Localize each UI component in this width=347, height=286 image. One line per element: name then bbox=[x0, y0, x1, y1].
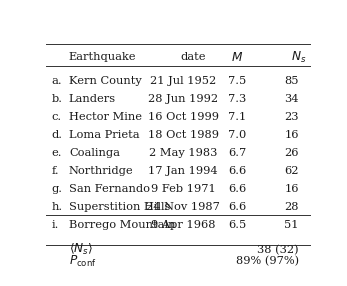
Text: 6.5: 6.5 bbox=[228, 220, 246, 230]
Text: f.: f. bbox=[51, 166, 59, 176]
Text: 6.6: 6.6 bbox=[228, 166, 246, 176]
Text: e.: e. bbox=[51, 148, 62, 158]
Text: Superstition Hills: Superstition Hills bbox=[69, 202, 170, 212]
Text: 6.6: 6.6 bbox=[228, 184, 246, 194]
Text: 34: 34 bbox=[284, 94, 299, 104]
Text: Northridge: Northridge bbox=[69, 166, 134, 176]
Text: a.: a. bbox=[51, 76, 62, 86]
Text: 85: 85 bbox=[284, 76, 299, 86]
Text: Coalinga: Coalinga bbox=[69, 148, 120, 158]
Text: 7.0: 7.0 bbox=[228, 130, 246, 140]
Text: h.: h. bbox=[51, 202, 62, 212]
Text: date: date bbox=[180, 52, 205, 62]
Text: 16 Oct 1999: 16 Oct 1999 bbox=[148, 112, 219, 122]
Text: Hector Mine: Hector Mine bbox=[69, 112, 142, 122]
Text: Kern County: Kern County bbox=[69, 76, 142, 86]
Text: 62: 62 bbox=[284, 166, 299, 176]
Text: 17 Jan 1994: 17 Jan 1994 bbox=[149, 166, 218, 176]
Text: 26: 26 bbox=[284, 148, 299, 158]
Text: 28: 28 bbox=[284, 202, 299, 212]
Text: 2 May 1983: 2 May 1983 bbox=[149, 148, 218, 158]
Text: 51: 51 bbox=[284, 220, 299, 230]
Text: $\langle N_s \rangle$: $\langle N_s \rangle$ bbox=[69, 242, 93, 257]
Text: 24 Nov 1987: 24 Nov 1987 bbox=[146, 202, 220, 212]
Text: 7.5: 7.5 bbox=[228, 76, 246, 86]
Text: g.: g. bbox=[51, 184, 62, 194]
Text: 9 Feb 1971: 9 Feb 1971 bbox=[151, 184, 215, 194]
Text: Earthquake: Earthquake bbox=[69, 52, 136, 62]
Text: San Fernando: San Fernando bbox=[69, 184, 150, 194]
Text: 6.7: 6.7 bbox=[228, 148, 246, 158]
Text: 28 Jun 1992: 28 Jun 1992 bbox=[148, 94, 218, 104]
Text: 7.3: 7.3 bbox=[228, 94, 246, 104]
Text: 21 Jul 1952: 21 Jul 1952 bbox=[150, 76, 216, 86]
Text: 6.6: 6.6 bbox=[228, 202, 246, 212]
Text: i.: i. bbox=[51, 220, 59, 230]
Text: 89% (97%): 89% (97%) bbox=[236, 256, 299, 267]
Text: 18 Oct 1989: 18 Oct 1989 bbox=[148, 130, 219, 140]
Text: 9 Apr 1968: 9 Apr 1968 bbox=[151, 220, 215, 230]
Text: 16: 16 bbox=[284, 184, 299, 194]
Text: b.: b. bbox=[51, 94, 62, 104]
Text: c.: c. bbox=[51, 112, 61, 122]
Text: $M$: $M$ bbox=[231, 51, 243, 64]
Text: 16: 16 bbox=[284, 130, 299, 140]
Text: Landers: Landers bbox=[69, 94, 116, 104]
Text: 23: 23 bbox=[284, 112, 299, 122]
Text: Loma Prieta: Loma Prieta bbox=[69, 130, 139, 140]
Text: 7.1: 7.1 bbox=[228, 112, 246, 122]
Text: 38 (32): 38 (32) bbox=[257, 245, 299, 255]
Text: d.: d. bbox=[51, 130, 62, 140]
Text: $N_s$: $N_s$ bbox=[291, 50, 306, 65]
Text: $P_\mathrm{conf}$: $P_\mathrm{conf}$ bbox=[69, 254, 96, 269]
Text: Borrego Mountain: Borrego Mountain bbox=[69, 220, 176, 230]
